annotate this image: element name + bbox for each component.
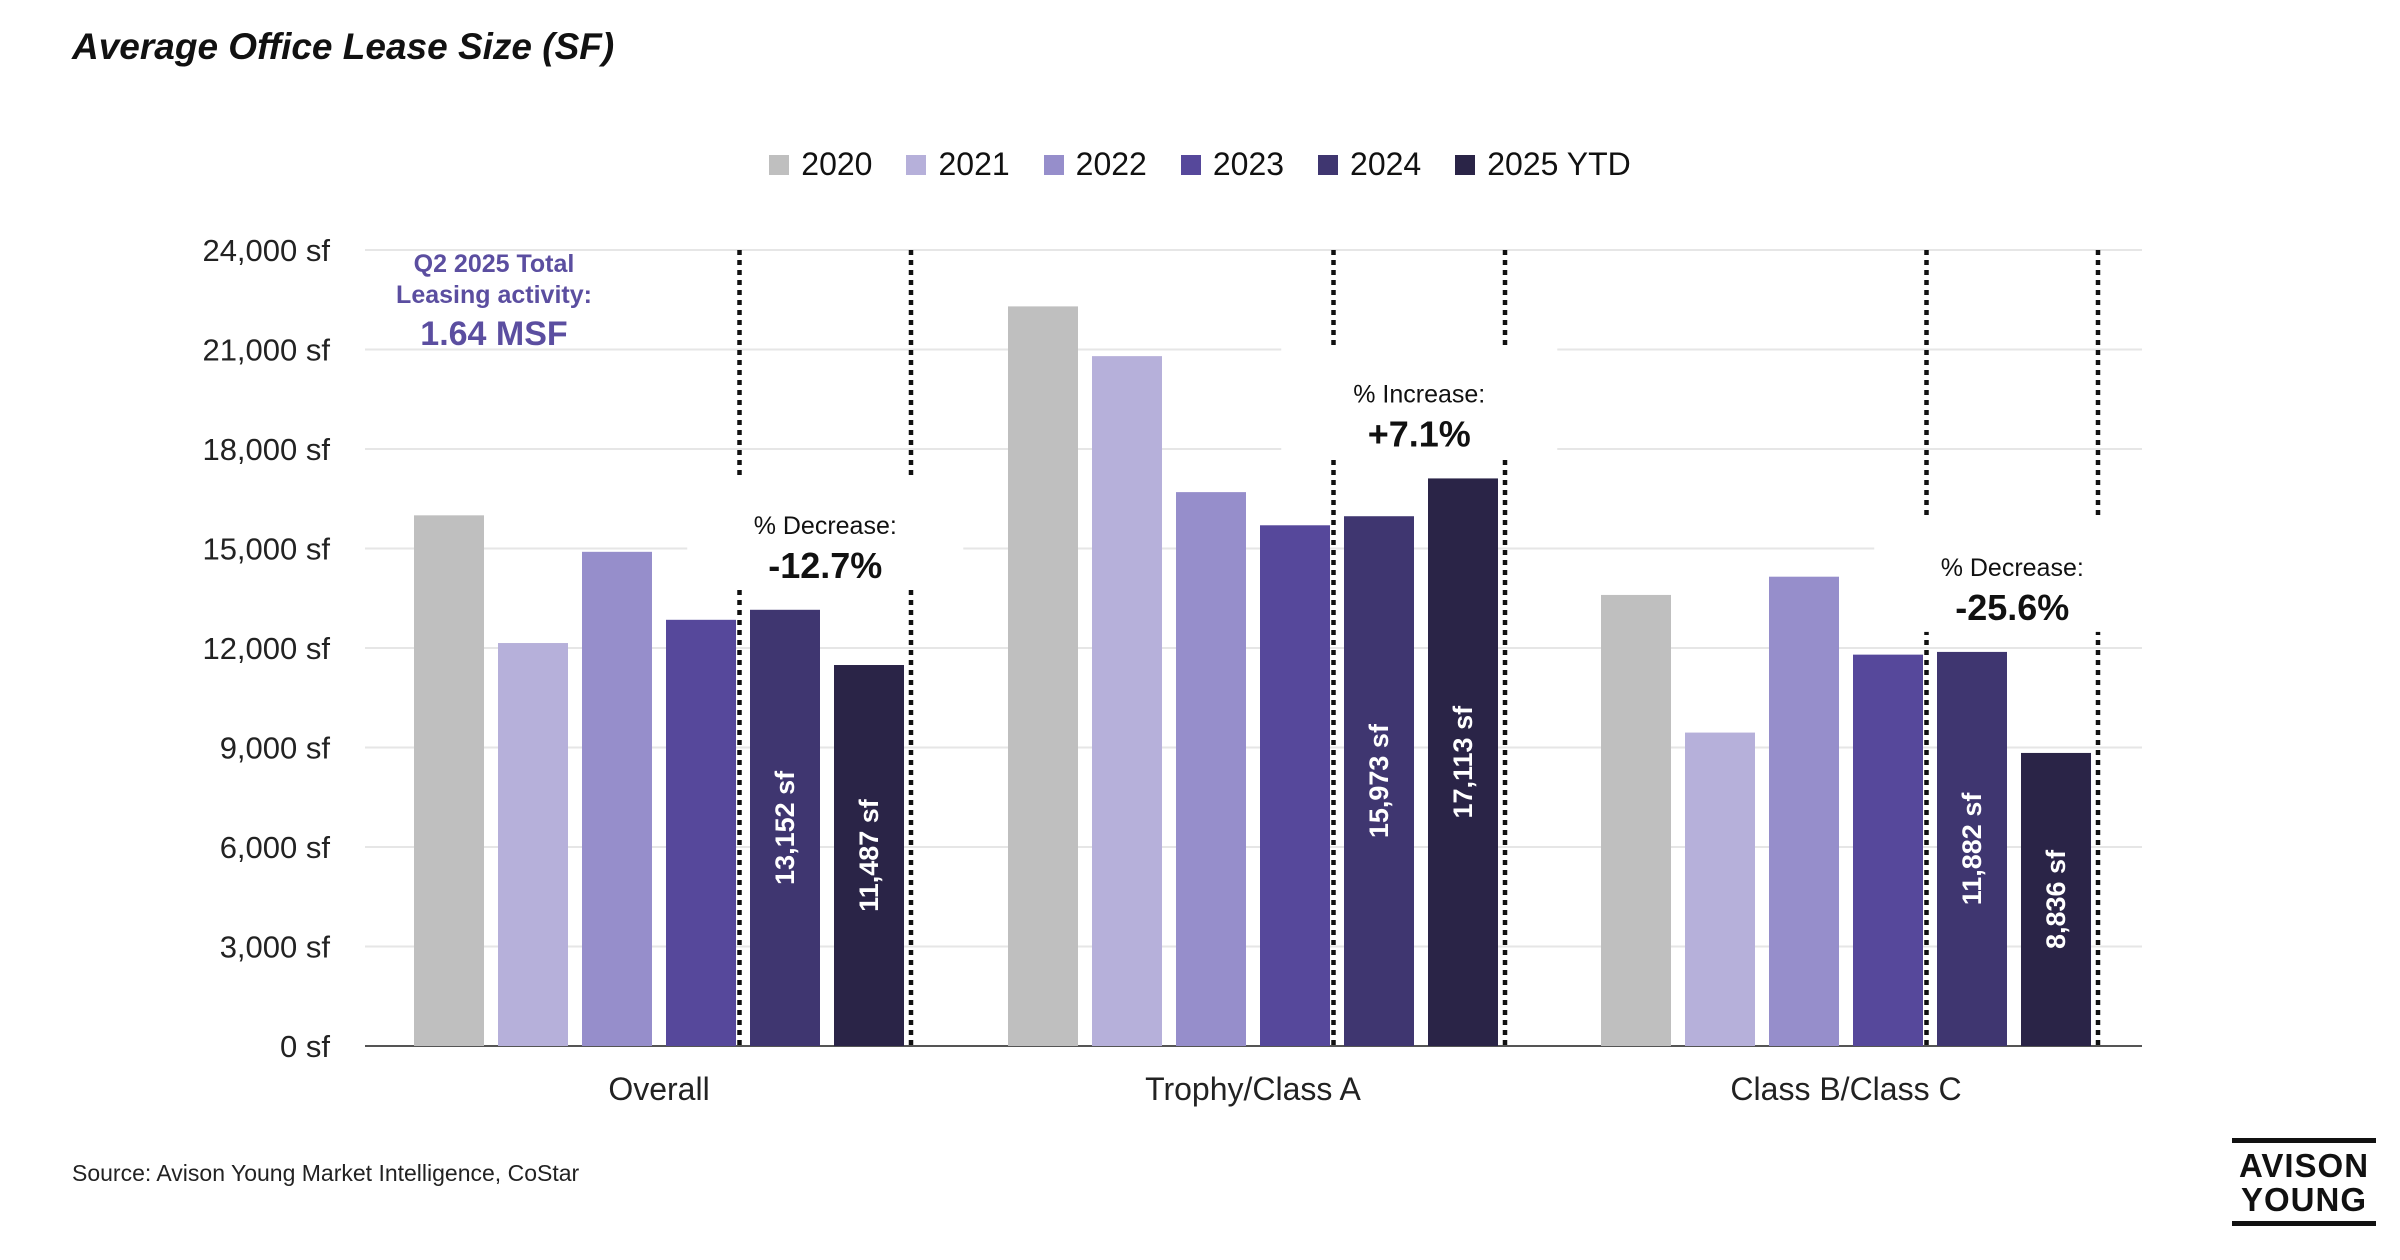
annotation-background [1281,346,1558,459]
bar-value-label: 8,836 sf [2041,849,2071,949]
bar-trophy-class-a-2021 [1092,356,1162,1047]
legend-swatch-2023 [1180,154,1201,175]
legend-label-2021: 2021 [938,146,1010,182]
x-category-label: Overall [608,1071,709,1107]
bar-trophy-class-a-2025-ytd [1428,478,1498,1046]
logo-line-1: AVISON [2238,1147,2370,1184]
legend-item-2021: 2021 [906,146,1010,183]
chart-title: Average Office Lease Size (SF) [72,26,615,67]
y-tick-label: 9,000 sf [220,731,331,766]
y-tick-label: 18,000 sf [202,432,330,467]
change-annotation-label: % Decrease: [754,512,897,540]
legend-swatch-2025-ytd [1455,154,1476,175]
bar-class-b-class-c-2020 [1601,594,1671,1046]
callout-line-2: Leasing activity: [396,281,592,309]
legend-item-2023: 2023 [1180,146,1285,183]
bar-class-b-class-c-2022 [1769,576,1839,1046]
y-tick-label: 15,000 sf [202,532,330,567]
legend-item-2022: 2022 [1043,146,1147,183]
bar-overall-2021 [498,643,568,1046]
change-annotation-value: +7.1% [1368,413,1471,454]
bar-overall-2023 [666,619,736,1046]
bar-value-label: 17,113 sf [1448,705,1478,819]
legend-item-2024: 2024 [1318,146,1421,183]
avison-young-logo: AVISON YOUNG [2232,1138,2376,1226]
legend-swatch-2022 [1043,154,1064,175]
logo-line-2: YOUNG [2240,1181,2367,1218]
x-category-label: Class B/Class C [1730,1071,1961,1107]
bar-overall-2020 [414,515,484,1046]
chart-legend: 2020 2021 2022 2023 2024 2025 YTD [0,146,2400,183]
legend-item-2025-ytd: 2025 YTD [1455,146,1631,183]
bar-value-label: 15,973 sf [1364,723,1394,838]
y-tick-label: 12,000 sf [202,631,330,666]
legend-swatch-2021 [906,154,927,175]
legend-label-2024: 2024 [1350,146,1422,182]
y-tick-label: 0 sf [280,1029,330,1064]
bar-overall-2024 [750,609,820,1046]
legend-swatch-2020 [769,154,790,175]
y-tick-label: 24,000 sf [202,233,330,268]
legend-swatch-2024 [1318,154,1339,175]
bar-class-b-class-c-2023 [1853,654,1923,1046]
x-category-label: Trophy/Class A [1145,1071,1361,1107]
y-tick-label: 21,000 sf [202,333,330,368]
y-tick-label: 3,000 sf [220,930,331,965]
legend-label-2025-ytd: 2025 YTD [1487,146,1631,182]
change-annotation-label: % Increase: [1353,380,1485,408]
bar-class-b-class-c-2025-ytd [2021,752,2091,1046]
bar-value-label: 13,152 sf [770,770,800,885]
source-note: Source: Avison Young Market Intelligence… [72,1160,580,1186]
bar-trophy-class-a-2024 [1344,516,1414,1046]
bar-trophy-class-a-2022 [1176,492,1246,1046]
change-annotation-label: % Decrease: [1941,554,2084,582]
bar-trophy-class-a-2023 [1260,525,1330,1046]
change-annotation-value: -25.6% [1955,587,2069,628]
annotation-background [687,477,964,590]
callout-value: 1.64 MSF [420,315,567,353]
bar-class-b-class-c-2024 [1937,651,2007,1046]
y-tick-label: 6,000 sf [220,830,331,865]
bar-overall-2022 [582,551,652,1046]
legend-label-2023: 2023 [1212,146,1285,182]
change-annotation-value: -12.7% [768,545,882,586]
bar-value-label: 11,882 sf [1957,792,1987,906]
legend-label-2020: 2020 [801,146,873,182]
legend-label-2022: 2022 [1075,146,1147,182]
bar-class-b-class-c-2021 [1685,732,1755,1046]
legend-item-2020: 2020 [769,146,872,183]
callout-line-1: Q2 2025 Total [414,250,575,278]
annotation-background [1874,519,2151,632]
bar-overall-2025-ytd [834,665,904,1046]
bar-trophy-class-a-2020 [1008,306,1078,1047]
bar-value-label: 11,487 sf [854,798,884,912]
